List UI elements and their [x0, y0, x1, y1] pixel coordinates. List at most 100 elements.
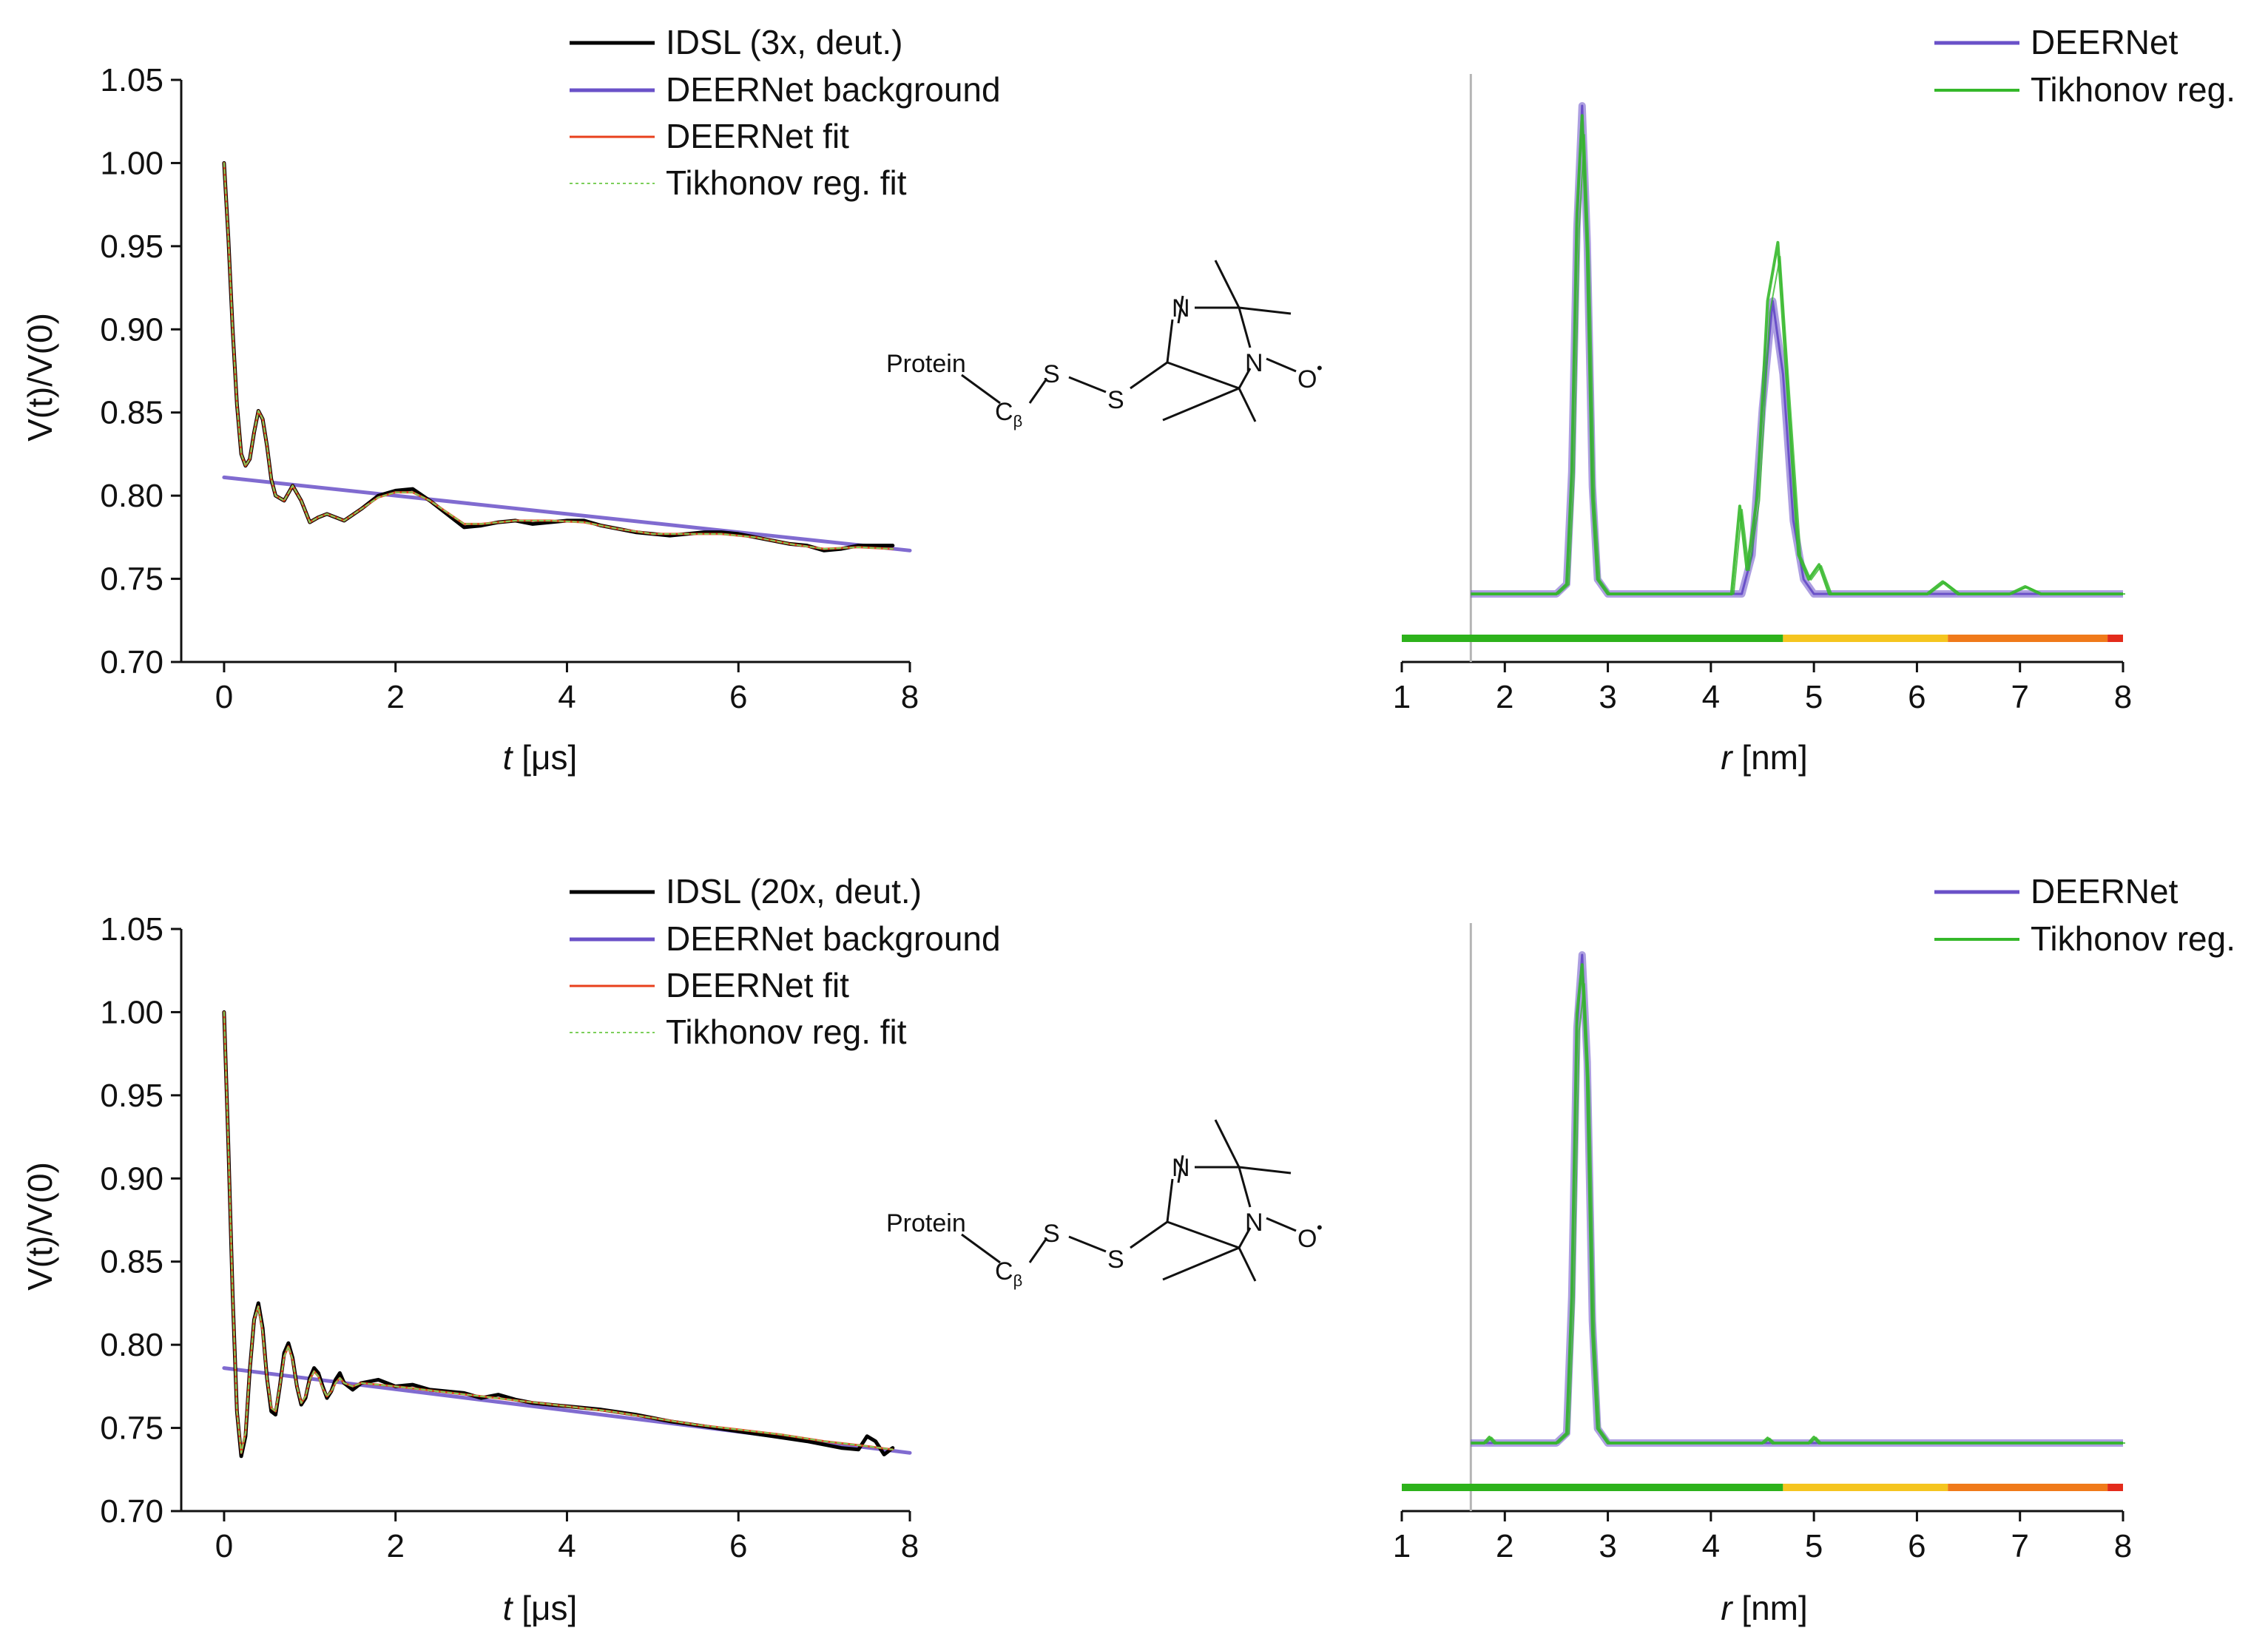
x-tick-label: 7 [2011, 1528, 2028, 1564]
tikhonov-distribution-line-alt [1473, 983, 2125, 1444]
nitrogen-oxyl-label: N [1245, 349, 1263, 377]
nitrogen-oxyl-label: N [1245, 1209, 1263, 1237]
y-tick-label: 1.05 [100, 911, 163, 947]
legend-label-background: DEERNet background [666, 919, 1001, 958]
y-tick-label: 1.00 [100, 145, 163, 181]
y-axis-label: V(t)/V(0) [21, 1162, 59, 1291]
confidence-bar-segment [1948, 1484, 2108, 1491]
legend-label-tikhonov: Tikhonov reg. [2031, 70, 2235, 109]
x-tick-label: 3 [1599, 679, 1616, 715]
cbeta-label: Cβ [995, 398, 1022, 430]
plot-area-bottom-left: 0.70 0.75 0.80 0.85 0.90 0.95 1.00 1.05 0 2 4 6 8 [100, 911, 919, 1564]
sulfur-1-label: S [1043, 360, 1060, 388]
oxygen-label: O [1297, 1225, 1317, 1253]
y-tick-label: 0.85 [100, 395, 163, 431]
sulfur-2-label: S [1107, 386, 1124, 414]
y-tick-label: 0.90 [100, 311, 163, 348]
x-tick-label: 8 [901, 679, 919, 715]
plot-area-bottom-right: 1 2 3 4 5 6 7 8 [1393, 923, 2132, 1564]
confidence-bar-segment [1402, 635, 1783, 642]
confidence-bar-segment [2107, 635, 2123, 642]
x-tick-label: 5 [1805, 679, 1823, 715]
legend: DEERNet Tikhonov reg. [1934, 872, 2235, 958]
confidence-bar-segment [1783, 1484, 1948, 1491]
x-tick-label: 7 [2011, 679, 2028, 715]
tikhonov-distribution-line [1471, 963, 2123, 1445]
legend: IDSL (3x, deut.) DEERNet background DEER… [570, 23, 1001, 202]
x-tick-label: 6 [729, 1528, 747, 1564]
x-tick-label: 6 [1908, 679, 1926, 715]
x-tick-label: 4 [558, 679, 576, 715]
y-axis-label: V(t)/V(0) [21, 313, 59, 442]
data-trace [222, 161, 895, 553]
x-axis-label: t [μs] [503, 1589, 578, 1627]
y-tick-label: 0.70 [100, 1493, 163, 1530]
legend: IDSL (20x, deut.) DEERNet background DEE… [570, 872, 1001, 1051]
y-tick-label: 0.95 [100, 1078, 163, 1114]
x-tick-label: 6 [729, 679, 747, 715]
plot-area-top-left: 0.70 0.75 0.80 0.85 0.90 0.95 1.00 1.05 0 2 4 6 8 [100, 62, 919, 715]
tikhonov-fit-line [223, 162, 894, 550]
x-tick-label: 8 [2114, 679, 2132, 715]
legend-label-tikhonov-fit: Tikhonov reg. fit [666, 163, 907, 202]
protein-label: Protein [886, 1209, 966, 1237]
spin-label-structure-bottom: Protein Cβ S S N N O • [886, 1119, 1323, 1290]
sulfur-2-label: S [1107, 1246, 1124, 1274]
y-tick-label: 0.80 [100, 478, 163, 514]
structure-bonds [961, 260, 1297, 422]
x-tick-label: 1 [1393, 679, 1411, 715]
x-tick-label: 8 [2114, 1528, 2132, 1564]
tikhonov-distribution-line-alt [1473, 134, 2125, 595]
structure-bonds [961, 1119, 1297, 1282]
legend-label-tikhonov-fit: Tikhonov reg. fit [666, 1013, 907, 1051]
x-axis-label: t [μs] [503, 738, 578, 777]
y-tick-label: 0.75 [100, 1410, 163, 1447]
radical-dot: • [1317, 1218, 1323, 1237]
plot-area-top-right: 1 2 3 4 5 6 7 8 [1393, 74, 2132, 715]
legend-label-data: IDSL (3x, deut.) [666, 23, 902, 61]
x-tick-label: 4 [1702, 679, 1720, 715]
chart-bottom-right: 1 2 3 4 5 6 7 8 r [nm] DEERNet Tikhonov reg. [1393, 872, 2235, 1627]
tikhonov-fit-line [223, 1011, 894, 1454]
confidence-bar-segment [1948, 635, 2108, 642]
x-tick-label: 5 [1805, 1528, 1823, 1564]
x-tick-label: 2 [386, 679, 404, 715]
oxygen-label: O [1297, 365, 1317, 393]
y-tick-label: 0.80 [100, 1327, 163, 1363]
x-tick-label: 4 [1702, 1528, 1720, 1564]
x-axis-label: r [nm] [1721, 738, 1808, 777]
deernet-fit-line [223, 161, 894, 550]
x-tick-label: 1 [1393, 1528, 1411, 1564]
radical-dot: • [1317, 359, 1323, 377]
protein-label: Protein [886, 350, 966, 378]
legend-label-tikhonov: Tikhonov reg. [2031, 919, 2235, 958]
confidence-bar-segment [1783, 635, 1948, 642]
y-tick-label: 1.05 [100, 62, 163, 98]
x-tick-label: 3 [1599, 1528, 1616, 1564]
chart-top-left: 0.70 0.75 0.80 0.85 0.90 0.95 1.00 1.05 0 2 4 6 8 V(… [21, 23, 1001, 777]
background-line [222, 475, 912, 553]
y-tick-label: 0.95 [100, 229, 163, 265]
x-tick-label: 2 [386, 1528, 404, 1564]
legend-label-deernet: DEERNet [2031, 23, 2178, 61]
x-tick-label: 2 [1496, 679, 1513, 715]
x-tick-label: 6 [1908, 1528, 1926, 1564]
cbeta-label: Cβ [995, 1257, 1022, 1290]
legend: DEERNet Tikhonov reg. [1934, 23, 2235, 109]
y-tick-label: 0.85 [100, 1244, 163, 1280]
spin-label-structure-top: Protein Cβ S S N N O • [886, 260, 1323, 430]
legend-label-data: IDSL (20x, deut.) [666, 872, 922, 910]
sulfur-1-label: S [1043, 1220, 1060, 1248]
x-tick-label: 8 [901, 1528, 919, 1564]
legend-label-fit: DEERNet fit [666, 966, 849, 1004]
legend-label-fit: DEERNet fit [666, 117, 849, 155]
legend-label-deernet: DEERNet [2031, 872, 2178, 910]
confidence-bar-segment [1402, 1484, 1783, 1491]
y-tick-label: 0.70 [100, 644, 163, 680]
x-tick-label: 4 [558, 1528, 576, 1564]
y-tick-label: 1.00 [100, 994, 163, 1030]
y-tick-label: 0.75 [100, 561, 163, 598]
x-tick-label: 2 [1496, 1528, 1513, 1564]
y-tick-label: 0.90 [100, 1160, 163, 1197]
